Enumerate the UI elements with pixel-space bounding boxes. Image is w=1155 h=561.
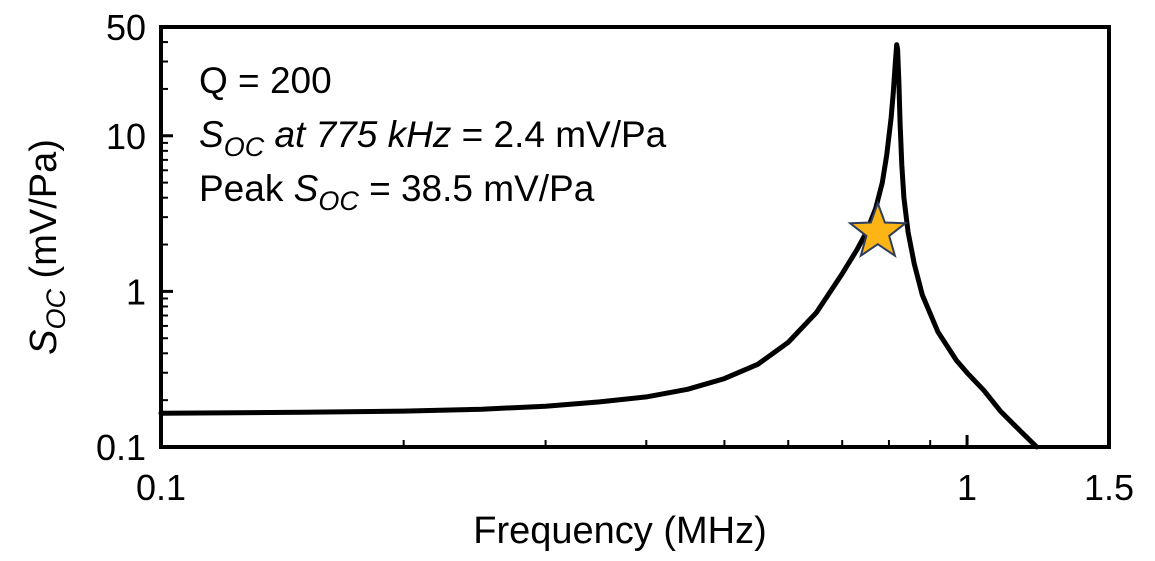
x-tick-label: 1 [957, 467, 977, 508]
marker-star-775khz [847, 200, 909, 259]
annotation-part: at 775 kHz [264, 114, 451, 155]
annotation-part: S [294, 168, 319, 209]
tick-labels: 0.1 1 1.5 0.1 1 10 50 [96, 7, 1134, 508]
y-tick-label: 50 [106, 7, 146, 48]
plot-frame [159, 25, 1111, 449]
annotation-part: Q = 200 [199, 60, 332, 101]
y-tick-label: 10 [106, 116, 146, 157]
y-axis-title-subscript: OC [41, 289, 71, 330]
annotation-line: SOC at 775 kHz = 2.4 mV/Pa [199, 114, 667, 162]
annotation-part: = 2.4 mV/Pa [451, 114, 666, 155]
annotation-part: Peak [199, 168, 294, 209]
annotation-part: OC [318, 186, 359, 216]
annotation-part: OC [224, 132, 265, 162]
annotation-line: Q = 200 [199, 60, 332, 101]
series-layer [158, 42, 1040, 450]
y-axis-title-units: (mV/Pa) [23, 139, 65, 289]
y-tick-label: 1 [126, 271, 146, 312]
annotation-part: = 38.5 mV/Pa [359, 168, 595, 209]
x-tick-label: 1.5 [1084, 467, 1134, 508]
annotation-part: S [199, 114, 224, 155]
y-axis-title-symbol: S [23, 330, 65, 355]
series-line-soc [158, 42, 1040, 450]
x-axis-title: Frequency (MHz) [473, 510, 767, 552]
y-axis-title: SOC (mV/Pa) [23, 139, 71, 355]
annotation-line: Peak SOC = 38.5 mV/Pa [199, 168, 595, 216]
x-tick-label: 0.1 [136, 467, 186, 508]
y-tick-label: 0.1 [96, 427, 146, 468]
